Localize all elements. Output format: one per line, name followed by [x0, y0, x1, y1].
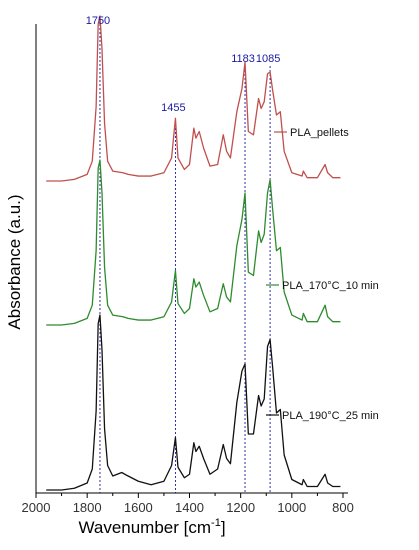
peak-reference-lines: [99, 16, 271, 493]
peak-label-1183: 1183: [231, 53, 255, 65]
legend-label-1: PLA_pellets: [290, 127, 349, 139]
x-tick-label: 1200: [226, 500, 255, 515]
series-labels: PLA_pellets PLA_170°C_10 min PLA_190°C_25 …: [266, 127, 379, 422]
peak-labels: 1750 1455 1183 1085: [86, 15, 281, 114]
series-line-2: [46, 159, 341, 326]
y-axis-title: Absorbance (a.u.): [5, 194, 24, 329]
x-tick-label: 2000: [22, 500, 51, 515]
x-axis-title: Wavenumber [cm-1]: [78, 517, 225, 537]
legend-label-3: PLA_190°C_25 min: [282, 410, 379, 422]
x-ticks: 2000 1800 1600 1400 1200 1000 800: [22, 493, 354, 515]
axes: [35, 24, 348, 494]
x-tick-label: 1400: [175, 500, 204, 515]
peak-label-1455: 1455: [161, 102, 185, 114]
series-line-1: [46, 15, 341, 182]
peak-label-1085: 1085: [256, 53, 280, 65]
legend-label-2: PLA_170°C_10 min: [282, 280, 379, 292]
series-line-3: [46, 314, 341, 491]
x-tick-label: 1000: [277, 500, 306, 515]
spectra-series: [46, 15, 341, 491]
peak-label-1750: 1750: [86, 15, 110, 27]
x-tick-label: 800: [332, 500, 354, 515]
x-tick-label: 1800: [73, 500, 102, 515]
x-tick-label: 1600: [124, 500, 153, 515]
